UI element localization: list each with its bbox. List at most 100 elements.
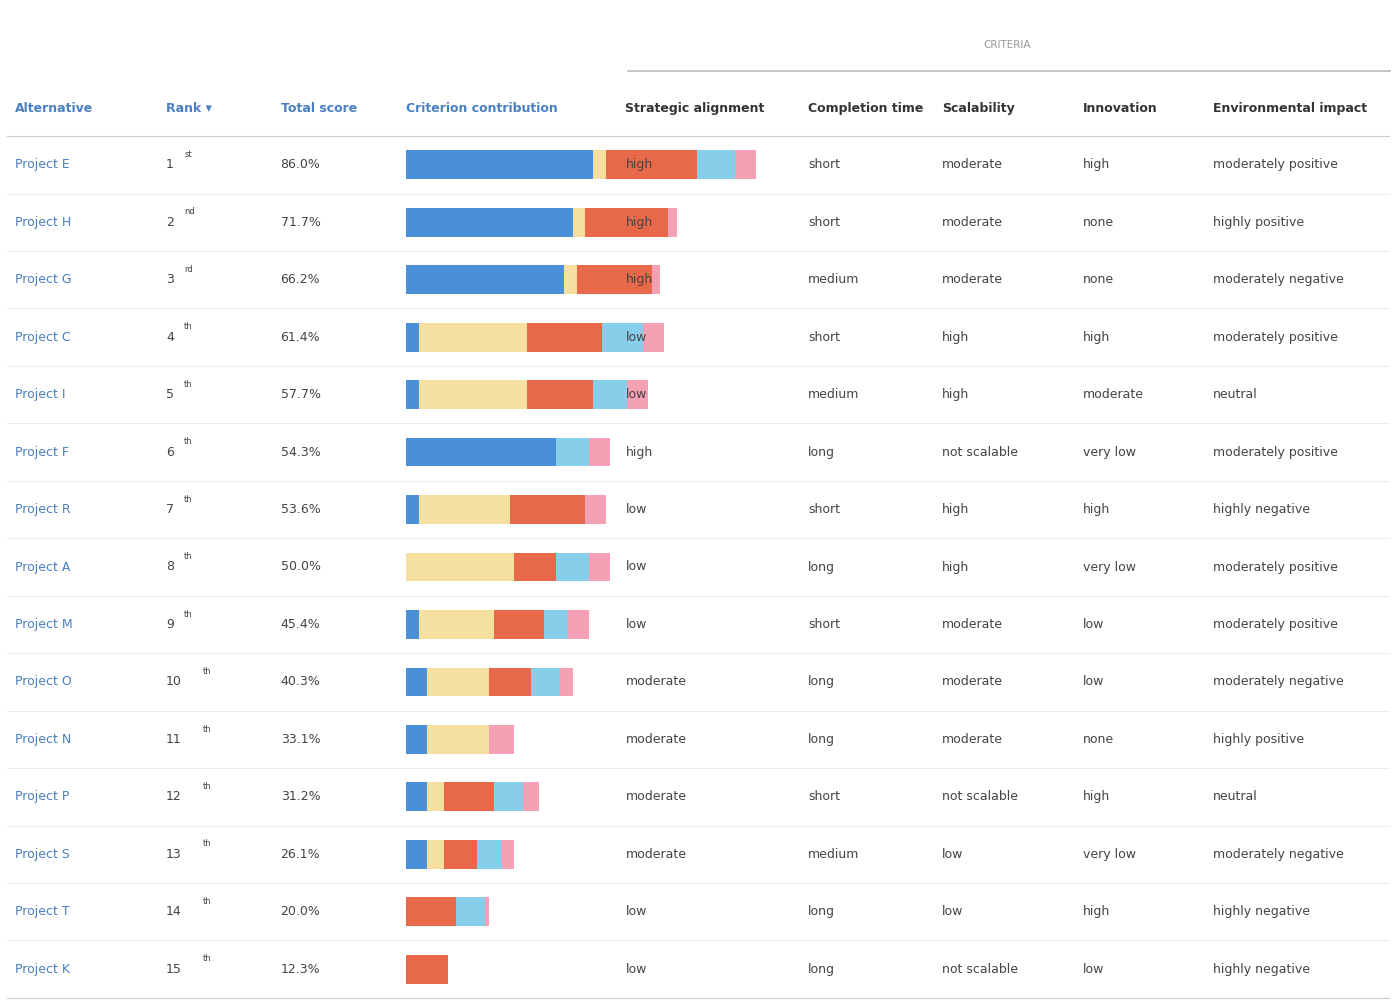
- Text: 57.7%: 57.7%: [281, 388, 321, 401]
- Text: th: th: [184, 495, 193, 504]
- Text: th: th: [184, 380, 193, 389]
- Text: 5: 5: [166, 388, 174, 401]
- Text: moderate: moderate: [942, 675, 1004, 688]
- Text: 86.0%: 86.0%: [281, 158, 321, 171]
- Bar: [406, 955, 448, 984]
- Text: none: none: [1083, 216, 1114, 229]
- Text: low: low: [942, 905, 963, 918]
- Text: neutral: neutral: [1213, 388, 1258, 401]
- Text: long: long: [808, 963, 835, 976]
- Bar: [627, 380, 648, 409]
- Text: 10: 10: [166, 675, 181, 688]
- Text: highly negative: highly negative: [1213, 905, 1309, 918]
- Text: high: high: [625, 158, 653, 171]
- Text: none: none: [1083, 273, 1114, 286]
- Text: th: th: [184, 552, 193, 561]
- Text: 20.0%: 20.0%: [281, 905, 321, 918]
- Bar: [427, 782, 444, 811]
- Bar: [406, 437, 556, 467]
- Text: short: short: [808, 158, 840, 171]
- Text: th: th: [184, 323, 193, 332]
- Text: high: high: [1083, 331, 1111, 344]
- Bar: [494, 610, 543, 639]
- Text: moderately positive: moderately positive: [1213, 446, 1337, 459]
- Bar: [556, 437, 589, 467]
- Text: medium: medium: [808, 848, 860, 861]
- Bar: [427, 725, 490, 754]
- Bar: [444, 782, 494, 811]
- Bar: [589, 437, 610, 467]
- Text: Project G: Project G: [15, 273, 73, 286]
- Text: 15: 15: [166, 963, 181, 976]
- Text: very low: very low: [1083, 848, 1136, 861]
- Bar: [490, 725, 514, 754]
- Text: th: th: [202, 782, 211, 791]
- Bar: [406, 897, 456, 926]
- Text: low: low: [942, 848, 963, 861]
- Text: not scalable: not scalable: [942, 790, 1018, 803]
- Text: moderate: moderate: [1083, 388, 1145, 401]
- Bar: [406, 782, 427, 811]
- Bar: [564, 265, 577, 294]
- Text: low: low: [1083, 618, 1104, 631]
- Text: Project P: Project P: [15, 790, 70, 803]
- Text: high: high: [625, 273, 653, 286]
- Text: Rank ▾: Rank ▾: [166, 102, 212, 115]
- Text: high: high: [942, 388, 970, 401]
- Text: low: low: [625, 618, 646, 631]
- Text: highly positive: highly positive: [1213, 216, 1304, 229]
- Text: 11: 11: [166, 733, 181, 746]
- Text: Project K: Project K: [15, 963, 70, 976]
- Bar: [427, 840, 444, 869]
- Text: low: low: [625, 905, 646, 918]
- Text: low: low: [1083, 675, 1104, 688]
- Text: none: none: [1083, 733, 1114, 746]
- Text: high: high: [1083, 503, 1111, 516]
- Bar: [606, 150, 698, 179]
- Bar: [406, 610, 419, 639]
- Text: moderate: moderate: [942, 273, 1004, 286]
- Text: medium: medium: [808, 273, 860, 286]
- Bar: [406, 380, 419, 409]
- Bar: [602, 323, 644, 352]
- Text: highly negative: highly negative: [1213, 963, 1309, 976]
- Text: highly negative: highly negative: [1213, 503, 1309, 516]
- Text: low: low: [625, 503, 646, 516]
- Bar: [560, 667, 572, 697]
- Text: moderately positive: moderately positive: [1213, 560, 1337, 574]
- Text: 50.0%: 50.0%: [281, 560, 321, 574]
- Bar: [556, 552, 589, 582]
- Bar: [522, 782, 539, 811]
- Text: nd: nd: [184, 208, 195, 217]
- Text: low: low: [625, 331, 646, 344]
- Text: long: long: [808, 446, 835, 459]
- Bar: [406, 552, 514, 582]
- Text: th: th: [202, 667, 211, 676]
- Text: high: high: [942, 331, 970, 344]
- Text: moderately positive: moderately positive: [1213, 331, 1337, 344]
- Text: 4: 4: [166, 331, 174, 344]
- Text: high: high: [1083, 158, 1111, 171]
- Bar: [526, 380, 593, 409]
- Text: Alternative: Alternative: [15, 102, 94, 115]
- Text: highly positive: highly positive: [1213, 733, 1304, 746]
- Text: low: low: [625, 560, 646, 574]
- Text: moderate: moderate: [625, 790, 687, 803]
- Bar: [419, 610, 494, 639]
- Text: 2: 2: [166, 216, 174, 229]
- Text: th: th: [202, 955, 211, 964]
- Text: Project S: Project S: [15, 848, 70, 861]
- Text: high: high: [625, 216, 653, 229]
- Text: Project H: Project H: [15, 216, 71, 229]
- Bar: [419, 495, 511, 524]
- Text: th: th: [184, 437, 193, 447]
- Text: moderately positive: moderately positive: [1213, 158, 1337, 171]
- Bar: [593, 150, 606, 179]
- Text: 45.4%: 45.4%: [281, 618, 320, 631]
- Bar: [589, 552, 610, 582]
- Text: Criterion contribution: Criterion contribution: [406, 102, 558, 115]
- Bar: [427, 667, 490, 697]
- Text: Project A: Project A: [15, 560, 71, 574]
- Bar: [444, 840, 477, 869]
- Text: 40.3%: 40.3%: [281, 675, 320, 688]
